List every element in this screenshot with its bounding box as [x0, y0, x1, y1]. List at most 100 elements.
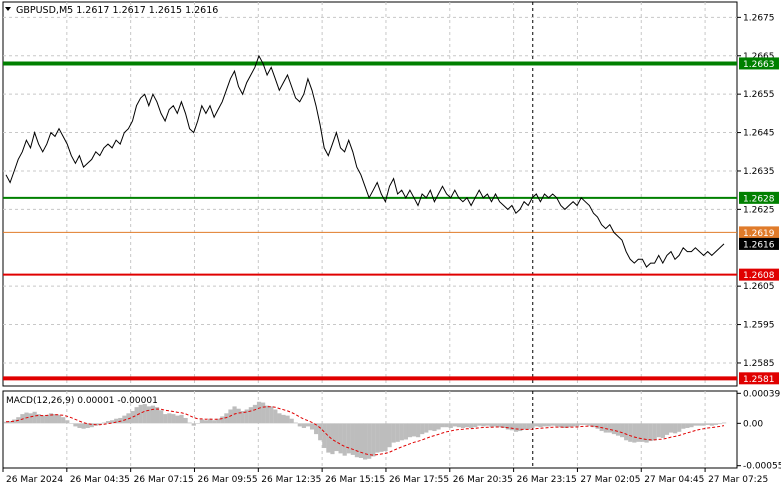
symbol-dropdown-icon[interactable] [5, 7, 11, 11]
macd-histogram-bar [330, 423, 335, 455]
level-price-tag [739, 237, 779, 250]
y-tick-label: 1.2605 [743, 282, 775, 292]
price-series [5, 54, 725, 268]
macd-histogram-bar [269, 406, 274, 424]
macd-histogram-bar [52, 414, 58, 424]
macd-histogram-bar [469, 423, 474, 428]
macd-histogram-bar [252, 404, 258, 424]
macd-histogram-bar [85, 423, 90, 428]
macd-histogram-bar [163, 414, 168, 424]
price-line [5, 54, 725, 268]
macd-histogram-bar [477, 423, 482, 426]
macd-histogram-bar [77, 423, 82, 428]
y-tick-label: 1.2635 [743, 167, 775, 177]
macd-histogram-bar [473, 423, 478, 428]
macd-histogram-bar [407, 423, 413, 438]
level-price-label: 1.2619 [743, 229, 775, 239]
macd-histogram-bar [701, 423, 706, 426]
macd-histogram-bar [489, 423, 494, 428]
x-tick-label: 26 Mar 12:35 [261, 475, 321, 485]
macd-histogram-bar [685, 423, 690, 428]
macd-histogram-bar [179, 414, 184, 424]
price-frame [2, 1, 738, 387]
macd-histogram-bar [652, 423, 657, 441]
macd-histogram-bar [444, 423, 449, 428]
macd-histogram-bar [195, 423, 200, 424]
macd-histogram-bar [411, 423, 417, 437]
macd-histogram-bar [4, 421, 9, 424]
macd-histogram-bar [579, 423, 584, 425]
macd-histogram-bar [171, 414, 176, 424]
macd-histogram-bar [114, 418, 119, 424]
level-price-tag [739, 191, 779, 204]
macd-histogram-bar [460, 423, 466, 428]
macd-y-tick-label: 0.00039 [743, 389, 780, 399]
symbol-label: GBPUSD,M5 1.2617 1.2617 1.2615 1.2616 [16, 5, 218, 16]
macd-histogram-bar [142, 404, 147, 424]
macd-histogram-bar [248, 407, 253, 424]
macd-histogram-bar [346, 423, 351, 454]
x-tick-label: 26 Mar 07:15 [134, 475, 194, 485]
macd-histogram-bar [212, 420, 217, 424]
macd-histogram-bar [65, 420, 70, 424]
macd-histogram-bar [199, 419, 205, 424]
macd-histogram-bar [505, 423, 510, 430]
macd-histogram-bar [648, 423, 653, 442]
macd-histogram-bar [159, 410, 164, 424]
x-tick-label: 27 Mar 07:25 [708, 475, 768, 485]
macd-histogram-bar [424, 423, 429, 433]
macd-histogram-bar [713, 423, 719, 425]
macd-histogram-bar [391, 423, 396, 443]
macd-histogram-bar [497, 423, 502, 428]
macd-histogram-bar [481, 423, 486, 427]
level-price-tag [739, 268, 779, 281]
macd-histogram-bar [273, 409, 278, 424]
macd-histogram-bar [644, 423, 649, 443]
macd-histogram-bar [542, 423, 547, 427]
macd-histogram-bar [334, 423, 339, 452]
y-tick-label: 1.2655 [743, 90, 775, 100]
macd-histogram-bar [668, 423, 674, 433]
macd-histogram-bar [485, 423, 490, 426]
macd-histogram-bar [81, 423, 86, 429]
macd-histogram-bar [350, 423, 355, 455]
horizontal-levels [3, 61, 737, 381]
macd-histogram-bar [28, 413, 33, 424]
macd-histogram-bar [61, 417, 66, 424]
level-price-label: 1.2608 [743, 271, 775, 281]
macd-histogram-bar [689, 423, 694, 428]
macd-y-tick-label: -0.00055 [743, 462, 781, 472]
macd-histogram-bar [509, 423, 515, 431]
macd-histogram-bar [705, 423, 710, 425]
macd-histogram-bar [558, 423, 564, 428]
macd-histogram-bar [48, 413, 54, 424]
x-tick-label: 26 Mar 15:15 [325, 475, 385, 485]
macd-histogram-bar [550, 423, 555, 426]
macd-histogram-bar [640, 423, 645, 442]
macd-histogram-bar [240, 411, 245, 424]
macd-histogram-bar [603, 423, 608, 433]
macd-histogram-bar [591, 423, 596, 428]
macd-histogram-bar [318, 423, 323, 441]
macd-histogram-bar [301, 423, 307, 428]
macd-histogram-bar [36, 414, 41, 424]
macd-histogram-bar [154, 407, 160, 424]
macd-histogram-bar [236, 408, 241, 424]
macd-histogram-bar [32, 411, 37, 424]
macd-histogram-bar [224, 413, 229, 424]
macd-histogram-bar [697, 423, 702, 426]
macd-histogram-bar [187, 422, 192, 424]
level-price-tag [739, 226, 779, 239]
macd-histogram-bar [183, 417, 188, 424]
macd-histogram-bar [363, 423, 368, 460]
macd-histogram-bar [261, 402, 266, 424]
x-tick-label: 26 Mar 23:15 [517, 475, 577, 485]
macd-histogram-bar [383, 423, 388, 452]
macd-histogram-bar [207, 418, 213, 424]
y-tick-label: 1.2675 [743, 13, 775, 23]
level-price-label: 1.2663 [743, 60, 775, 70]
macd-histogram-bar [134, 407, 139, 424]
macd-histogram-bar [709, 423, 714, 426]
macd-histogram-bar [309, 423, 315, 430]
